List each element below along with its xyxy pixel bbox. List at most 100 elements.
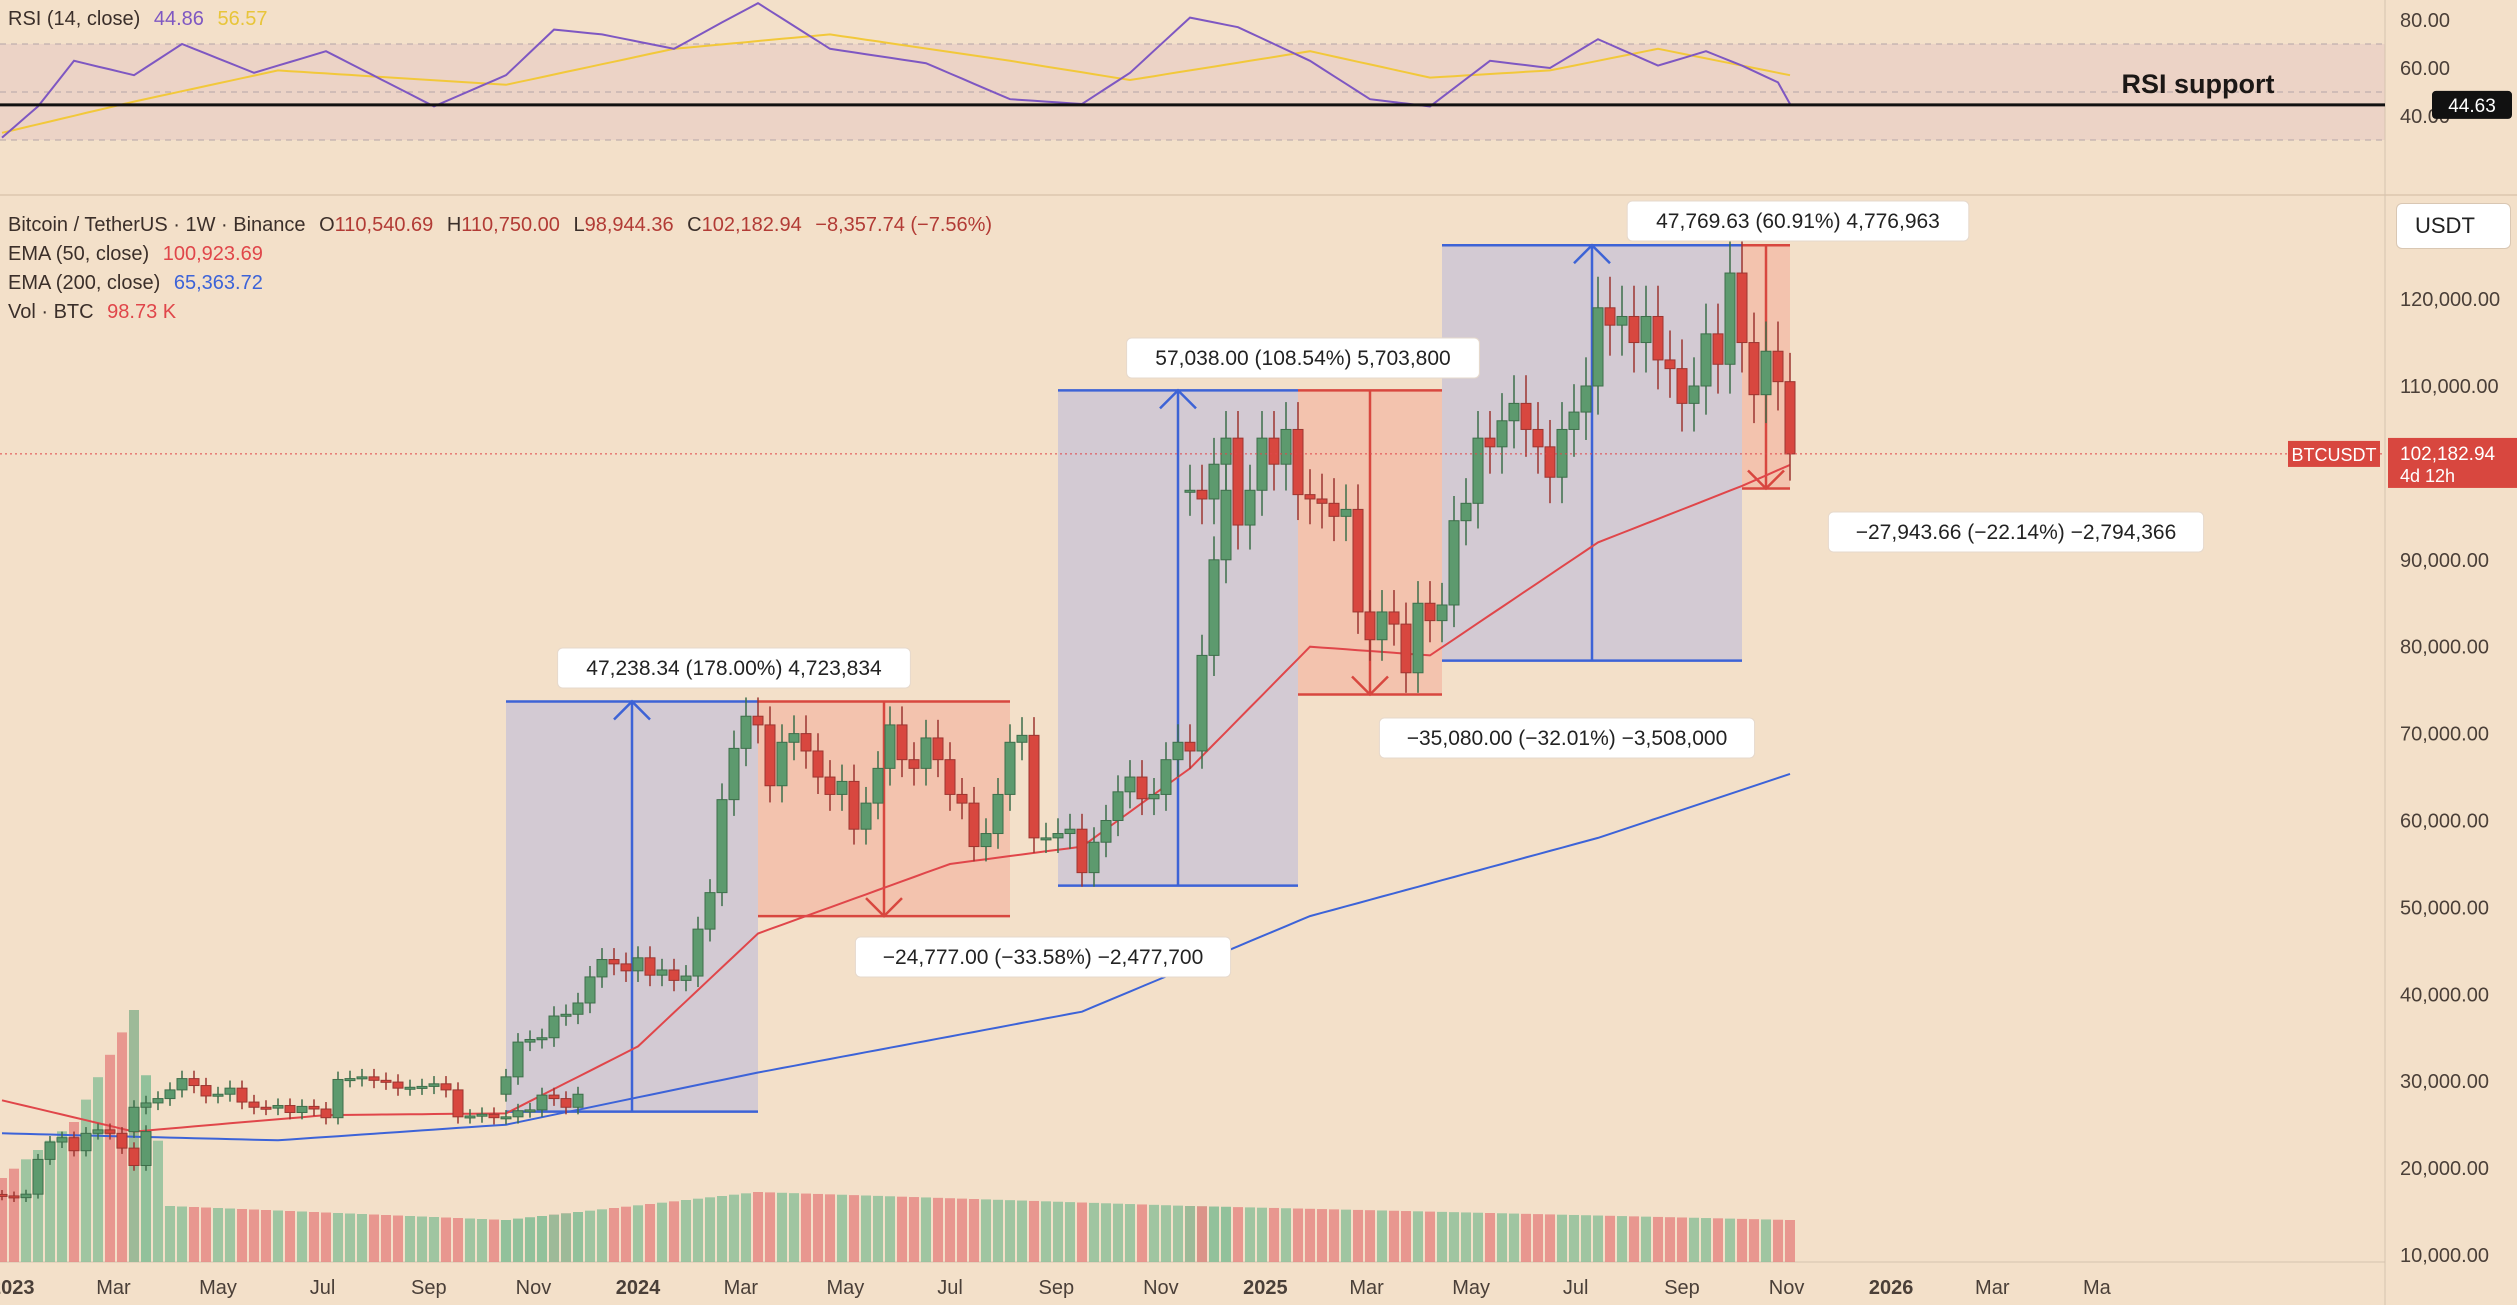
- volume-bar: [993, 1199, 1003, 1262]
- time-tick-label: Mar: [96, 1277, 131, 1299]
- measure-label: −27,943.66 (−22.14%) −2,794,366: [1856, 521, 2177, 544]
- candle-body: [236, 1087, 248, 1103]
- time-tick-label: Mar: [1349, 1277, 1384, 1299]
- candle-body: [572, 1093, 584, 1108]
- volume-bar: [1065, 1202, 1075, 1262]
- candle-body: [908, 759, 920, 769]
- candle-body: [776, 741, 788, 787]
- volume-bar: [1713, 1218, 1723, 1262]
- candle-body: [1016, 734, 1028, 743]
- price-tick-label: 30,000.00: [2400, 1071, 2489, 1093]
- ema200-legend: EMA (200, close) 65,363.72: [8, 272, 271, 295]
- volume-bar: [909, 1197, 919, 1262]
- volume-bar: [1749, 1219, 1759, 1262]
- time-tick-label: Ma: [2083, 1277, 2112, 1299]
- volume-bar: [585, 1210, 595, 1262]
- candle-body: [548, 1015, 560, 1039]
- rsi-support-tag: [2432, 90, 2512, 119]
- candle-body: [1304, 494, 1316, 500]
- measure-label-box: [1827, 511, 2205, 553]
- candle-body: [1208, 559, 1220, 656]
- candle-body: [668, 969, 680, 981]
- time-tick-label: Nov: [516, 1277, 552, 1299]
- volume-bar: [0, 1178, 7, 1262]
- candle-body: [992, 793, 1004, 835]
- volume-bar: [957, 1198, 967, 1262]
- volume-bar: [1365, 1210, 1375, 1262]
- candle-body: [524, 1109, 536, 1113]
- volume-bar: [1773, 1219, 1783, 1262]
- candle-body: [296, 1105, 308, 1113]
- volume-bar: [441, 1217, 451, 1262]
- currency-button[interactable]: USDT: [2396, 203, 2511, 249]
- volume-bar: [273, 1210, 283, 1262]
- volume-bar: [1461, 1212, 1471, 1262]
- candle-body: [0, 1193, 8, 1197]
- volume-bar: [1317, 1209, 1327, 1262]
- candle-body: [1700, 333, 1712, 387]
- candle-body: [1472, 437, 1484, 504]
- candle-body: [32, 1158, 44, 1195]
- candle-body: [548, 1094, 560, 1100]
- volume-bar: [417, 1216, 427, 1262]
- candle-body: [416, 1085, 428, 1089]
- candle-body: [1232, 437, 1244, 526]
- high-value: 110,750.00: [461, 214, 560, 236]
- time-tick-label: Jul: [937, 1277, 963, 1299]
- rsi-ma-value: 56.57: [217, 8, 268, 30]
- volume-bar: [873, 1195, 883, 1262]
- candle-body: [1004, 741, 1016, 795]
- high-label: H: [446, 214, 462, 236]
- candle-body: [1244, 489, 1256, 526]
- time-tick-label: 2024: [616, 1277, 661, 1299]
- low-value: 98,944.36: [584, 214, 674, 236]
- candle-body: [1184, 741, 1196, 752]
- candle-body: [1616, 315, 1628, 326]
- volume-bar: [1629, 1216, 1639, 1262]
- volume-bar: [1473, 1212, 1483, 1262]
- measure-label: −24,777.00 (−33.58%) −2,477,700: [883, 946, 1204, 969]
- candle-body: [1448, 520, 1460, 606]
- candle-body: [644, 957, 656, 976]
- volume-bar: [405, 1216, 415, 1262]
- candle-body: [1520, 402, 1532, 430]
- close-value: 102,182.94: [701, 214, 802, 236]
- measure-label-box: [1626, 200, 1970, 242]
- candle-body: [536, 1094, 548, 1111]
- candle-body: [1736, 272, 1748, 344]
- candle-body: [428, 1083, 440, 1087]
- candle-body: [1508, 402, 1520, 422]
- volume-bar: [645, 1204, 655, 1262]
- candle-body: [1460, 502, 1472, 522]
- candle-body: [944, 759, 956, 795]
- price-tick-label: 70,000.00: [2400, 724, 2489, 746]
- rsi-legend: RSI (14, close) 44.86 56.57: [8, 8, 276, 31]
- candle-body: [1208, 463, 1220, 500]
- volume-bar: [1485, 1213, 1495, 1262]
- volume-bar: [1521, 1213, 1531, 1262]
- candle-body: [1412, 602, 1424, 674]
- price-tick-label: 60,000.00: [2400, 811, 2489, 833]
- candle-body: [860, 802, 872, 830]
- measure-label-box: [1378, 717, 1756, 759]
- volume-bar: [309, 1212, 319, 1262]
- candle-body: [968, 802, 980, 848]
- candle-body: [800, 733, 812, 752]
- candle-body: [1112, 791, 1124, 821]
- candle-body: [1580, 385, 1592, 413]
- volume-bar: [1449, 1212, 1459, 1262]
- time-tick-label: Nov: [1143, 1277, 1179, 1299]
- candle-body: [224, 1087, 236, 1095]
- volume-bar: [225, 1208, 235, 1262]
- candle-body: [788, 733, 800, 743]
- volume-bar: [705, 1197, 715, 1262]
- volume-bar: [1125, 1204, 1135, 1262]
- volume-bar: [1077, 1202, 1087, 1262]
- candle-body: [1052, 833, 1064, 839]
- measure-arrow-head: [1747, 469, 1785, 491]
- time-tick-label: May: [1452, 1277, 1490, 1299]
- volume-bar: [1689, 1217, 1699, 1262]
- price-axis-tag-price: 102,182.94: [2400, 444, 2496, 465]
- candle-body: [1688, 385, 1700, 404]
